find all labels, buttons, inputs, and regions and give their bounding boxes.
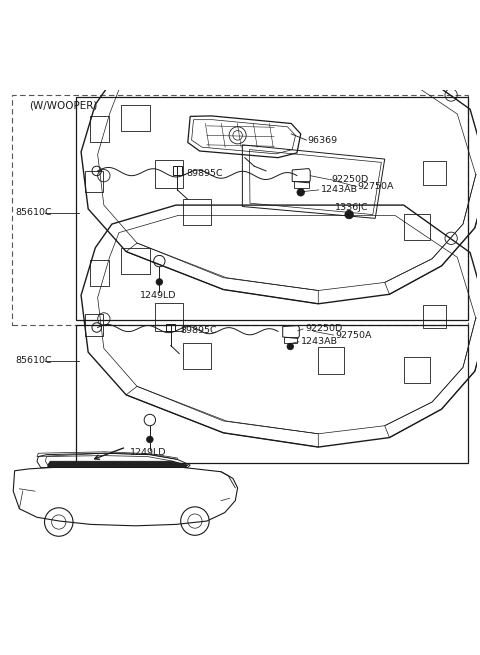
Bar bbox=[173, 166, 182, 175]
Bar bbox=[318, 347, 344, 373]
Text: 89895C: 89895C bbox=[180, 326, 217, 335]
Circle shape bbox=[345, 210, 353, 219]
Bar bbox=[284, 337, 298, 343]
Polygon shape bbox=[48, 461, 188, 468]
Text: 1336JC: 1336JC bbox=[335, 204, 369, 212]
Text: 92750A: 92750A bbox=[358, 182, 394, 191]
Text: 92750A: 92750A bbox=[335, 331, 372, 339]
Text: 96369: 96369 bbox=[307, 136, 337, 145]
Bar bbox=[404, 357, 430, 383]
Circle shape bbox=[297, 189, 304, 196]
Text: 85610C: 85610C bbox=[15, 356, 52, 365]
Text: 92250D: 92250D bbox=[331, 175, 368, 184]
Bar bbox=[85, 314, 103, 335]
Circle shape bbox=[156, 278, 163, 286]
Bar bbox=[90, 117, 108, 143]
Bar bbox=[423, 305, 446, 328]
Text: 89895C: 89895C bbox=[187, 169, 224, 178]
Text: 1243AB: 1243AB bbox=[321, 185, 358, 195]
Bar bbox=[294, 181, 309, 187]
Bar bbox=[90, 259, 108, 286]
Circle shape bbox=[287, 343, 294, 350]
Bar bbox=[155, 160, 183, 187]
Bar bbox=[85, 171, 103, 193]
Bar bbox=[121, 248, 150, 274]
Bar bbox=[155, 303, 183, 331]
Bar bbox=[121, 105, 150, 130]
Bar bbox=[167, 324, 175, 331]
Circle shape bbox=[146, 436, 153, 443]
Bar bbox=[76, 98, 468, 320]
Text: 1243AB: 1243AB bbox=[301, 337, 338, 346]
Text: (W/WOOPER): (W/WOOPER) bbox=[29, 101, 97, 111]
Text: 1249LD: 1249LD bbox=[130, 448, 167, 457]
Bar bbox=[404, 214, 430, 240]
Bar bbox=[183, 199, 211, 225]
Text: 92250D: 92250D bbox=[305, 324, 342, 333]
Bar bbox=[12, 95, 468, 325]
Bar bbox=[423, 161, 446, 185]
Text: 85610C: 85610C bbox=[15, 208, 52, 217]
Text: 1249LD: 1249LD bbox=[140, 291, 177, 300]
Bar bbox=[183, 343, 211, 369]
Bar bbox=[76, 325, 468, 462]
